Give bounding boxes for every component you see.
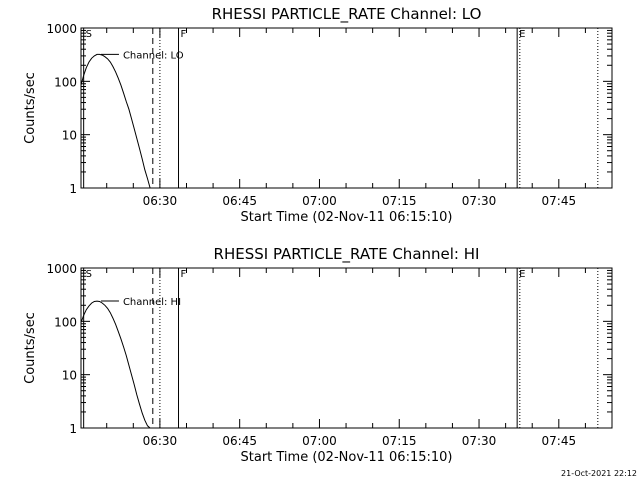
footer-timestamp: 21-Oct-2021 22:12 (561, 469, 637, 478)
event-marker-label: S (86, 29, 92, 40)
chart-panel-hi: RHESSI PARTICLE_RATE Channel: HI Counts/s… (23, 245, 613, 465)
x-tick-label: 07:15 (382, 194, 417, 208)
x-tick-label: 06:30 (143, 194, 178, 208)
x-tick-label: 07:00 (302, 194, 337, 208)
y-tick-label: 100 (54, 315, 77, 329)
event-marker-label: E (519, 29, 525, 40)
y-tick-label: 1000 (46, 262, 77, 276)
y-tick-label: 1 (69, 422, 77, 436)
x-axis-label: Start Time (02-Nov-11 06:15:10) (241, 450, 453, 465)
event-marker-label: E (519, 269, 525, 280)
series-legend-label: Channel: LO (123, 50, 184, 61)
event-marker-label: F (181, 29, 187, 40)
series-legend-label: Channel: HI (123, 297, 181, 308)
y-tick-label: 10 (62, 369, 77, 383)
x-tick-label: 06:45 (222, 434, 257, 448)
x-tick-label: 07:30 (462, 434, 497, 448)
x-tick-label: 07:45 (542, 194, 577, 208)
y-tick-label: 10 (62, 129, 77, 143)
chart-title: RHESSI PARTICLE_RATE Channel: LO (212, 5, 482, 24)
x-tick-label: 07:45 (542, 434, 577, 448)
series-line (81, 300, 151, 428)
x-tick-label: 07:30 (462, 194, 497, 208)
y-axis-label: Counts/sec (23, 72, 38, 144)
x-tick-label: 06:45 (222, 194, 257, 208)
plot-frame (80, 267, 613, 429)
y-tick-label: 1 (69, 182, 77, 196)
x-tick-label: 07:00 (302, 434, 337, 448)
chart-title: RHESSI PARTICLE_RATE Channel: HI (214, 245, 480, 264)
y-tick-label: 1000 (46, 22, 77, 36)
event-marker-label: S (86, 269, 92, 280)
chart-panel-lo: RHESSI PARTICLE_RATE Channel: LO Counts/s… (23, 5, 613, 225)
event-marker-label: F (181, 269, 187, 280)
x-tick-label: 06:30 (143, 434, 178, 448)
series-line (81, 53, 151, 188)
x-axis-label: Start Time (02-Nov-11 06:15:10) (241, 210, 453, 225)
x-tick-label: 07:15 (382, 434, 417, 448)
y-axis-label: Counts/sec (23, 312, 38, 384)
y-tick-label: 100 (54, 75, 77, 89)
